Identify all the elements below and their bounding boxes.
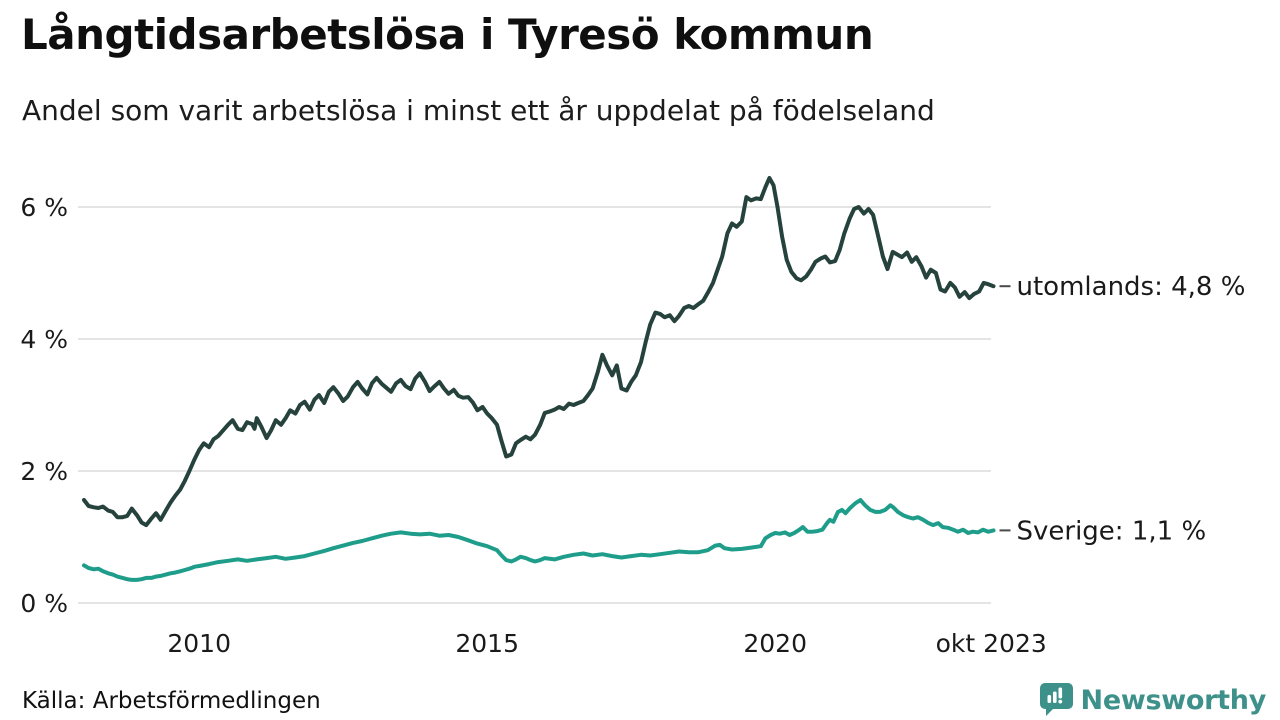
series-end-label-utomlands: utomlands: 4,8 % [1017,272,1246,302]
newsworthy-wordmark: Newsworthy [1080,684,1267,716]
y-axis-tick-label: 6 % [20,193,68,222]
x-axis-tick-label: 2015 [455,629,519,658]
series-line-utomlands [82,176,996,528]
y-axis-tick-label: 4 % [20,325,68,354]
newsworthy-speech-bubble-chart-icon [1039,683,1073,716]
series-line-sverige [82,498,996,582]
y-axis-tick-label: 2 % [20,457,68,486]
x-axis-tick-label: okt 2023 [936,629,1047,658]
page-title: Långtidsarbetslösa i Tyresö kommun [21,10,874,59]
chart-subtitle: Andel som varit arbetslösa i minst ett å… [22,94,935,127]
y-axis-tick-label: 0 % [20,589,68,618]
x-axis-tick-label: 2020 [743,629,807,658]
x-axis-tick-label: 2010 [167,629,231,658]
source-caption: Källa: Arbetsförmedlingen [22,688,321,714]
series-end-label-sverige: Sverige: 1,1 % [1017,516,1207,546]
newsworthy-logo: Newsworthy [1039,683,1267,717]
